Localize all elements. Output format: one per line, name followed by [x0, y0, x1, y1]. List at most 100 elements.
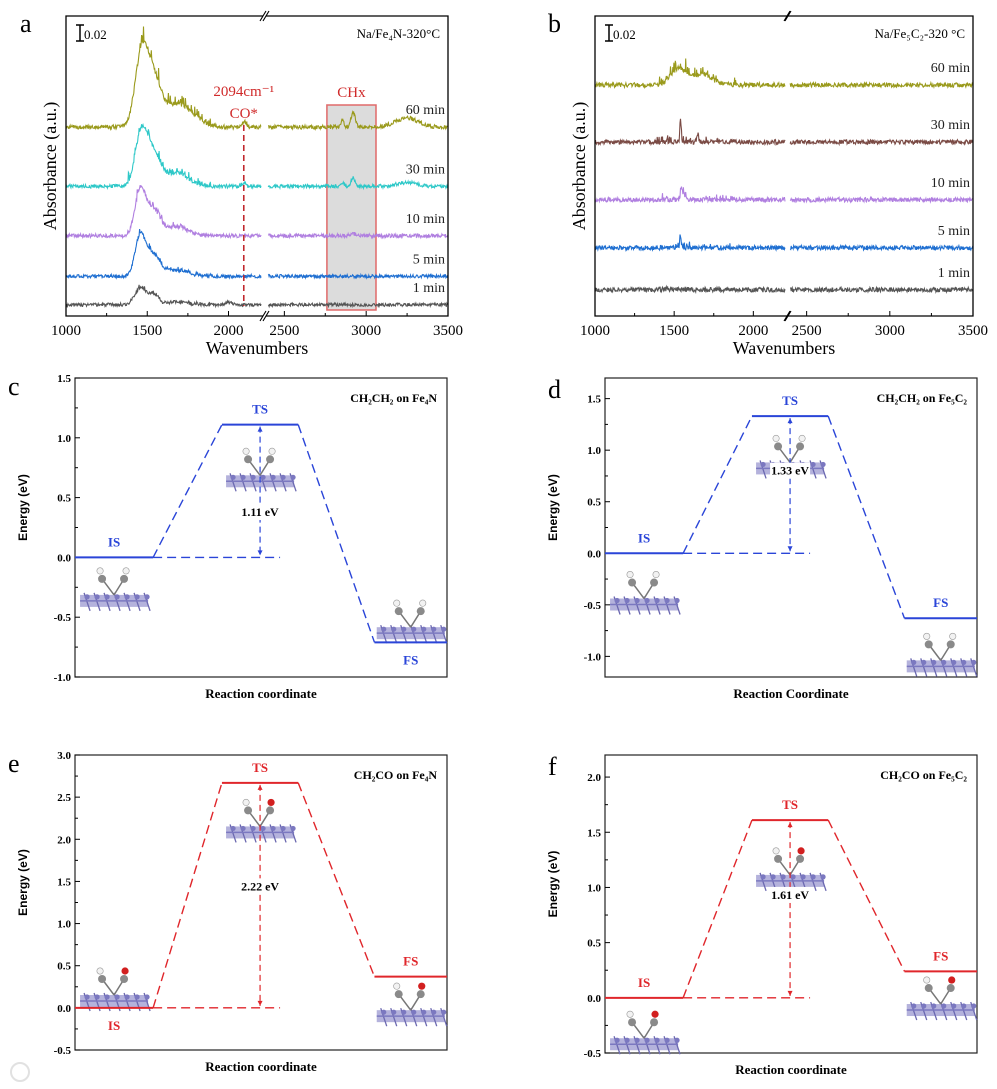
spectrum-line-10-min: [267, 231, 449, 240]
fe-atom: [961, 659, 967, 665]
x-tick-label: 2500: [792, 323, 822, 339]
series-label: 5 min: [938, 224, 970, 239]
fe-atom: [84, 994, 90, 1000]
carbon-atom: [244, 455, 253, 464]
fe-atom: [280, 825, 286, 832]
connector-dashed-line: [827, 415, 906, 619]
y-tick-label: -0.5: [54, 1045, 72, 1057]
molecule-structure-image: [906, 976, 978, 1021]
carbon-atom: [416, 990, 425, 999]
hydrogen-atom: [626, 1010, 634, 1018]
x-tick-label: 3500: [958, 323, 988, 339]
spectrum-line-30-min: [789, 138, 974, 147]
spectrum-line-10-min: [594, 186, 786, 204]
y-tick-label: 2.0: [57, 834, 71, 846]
level-label-TS: TS: [782, 797, 798, 812]
hydrogen-atom: [242, 447, 250, 455]
fe-atom: [94, 594, 100, 600]
x-axis-label: Wavenumbers: [206, 338, 309, 358]
hydrogen-atom: [949, 632, 957, 640]
fe-atom: [614, 1037, 620, 1043]
fe-atom: [624, 1037, 630, 1043]
fe-atom: [411, 1009, 417, 1015]
y-tick-label: 1.0: [57, 433, 71, 445]
carbon-atom: [628, 578, 637, 587]
fe-atom: [431, 1009, 437, 1015]
axis-break-mark: [259, 10, 270, 22]
fe-atom: [820, 874, 826, 880]
panel-a: a 1 min 5 min 10 min 30 min 60 min 2094cm⁻¹ CO*…: [20, 9, 463, 358]
hydrogen-atom: [923, 632, 931, 640]
chx-region-box: [326, 104, 377, 311]
fe-atom: [230, 474, 236, 480]
fe-atom: [664, 597, 670, 604]
y-tick-label: 0.0: [57, 552, 71, 564]
fe-atom: [951, 659, 957, 665]
carbon-atom: [98, 574, 107, 583]
connector-dashed-line: [682, 819, 753, 999]
chart-title: Na/Fe₅C₂-320 °C: [875, 26, 965, 41]
fe-atom: [441, 626, 447, 632]
watermark-logo: [10, 1062, 30, 1082]
chart-title: CH₂CH₂ on Fe₄N: [350, 391, 437, 405]
fe-atom: [84, 594, 90, 600]
series-label: 1 min: [413, 281, 445, 296]
fe-atom: [674, 1037, 680, 1043]
y-tick-label: 1.5: [57, 876, 71, 888]
x-tick-label: 1500: [659, 323, 689, 339]
panel-letter: f: [548, 752, 557, 781]
arrowhead: [787, 822, 793, 996]
hydrogen-atom: [96, 967, 104, 975]
fe-atom: [431, 626, 437, 632]
y-tick-label: 1.5: [57, 373, 71, 385]
y-tick-label: 2.5: [57, 792, 71, 804]
x-axis-label: Reaction coordinate: [205, 686, 317, 701]
y-tick-label: -0.5: [54, 612, 72, 624]
fe-atom: [780, 874, 786, 880]
barrier-label: 2.22 eV: [241, 879, 279, 893]
y-tick-label: 3.0: [57, 750, 71, 762]
fe-atom: [144, 594, 150, 600]
carbon-atom: [394, 990, 403, 999]
fe-atom: [951, 1003, 957, 1009]
y-tick-label: -0.5: [584, 600, 602, 612]
carbon-atom: [924, 984, 933, 993]
hydrogen-atom: [652, 571, 660, 579]
barrier-label: 1.11 eV: [241, 505, 279, 519]
x-axis-label: Reaction coordinate: [735, 1062, 847, 1077]
hydrogen-atom: [772, 434, 780, 442]
oxygen-atom: [651, 1010, 659, 1018]
fe-atom: [260, 474, 266, 480]
hydrogen-atom: [772, 847, 780, 855]
barrier-label-bg: [770, 462, 811, 479]
co-wavenumber-label: 2094cm⁻¹: [213, 84, 274, 100]
y-tick-label: 0.5: [587, 938, 601, 950]
x-axis-label: Wavenumbers: [733, 338, 836, 358]
y-tick-label: 0.0: [587, 548, 601, 560]
spectrum-trace: [594, 284, 974, 295]
connector-dashed-line: [827, 819, 906, 972]
panel-f: f 2.0 1.5 1.0 0.5 0.0 -0.5 Energy (eV) Reaction …: [546, 752, 978, 1077]
fe-atom: [124, 994, 130, 1000]
axis-break-mark: [783, 310, 792, 322]
barrier-label-bg: [240, 504, 281, 521]
fe-atom: [911, 1003, 917, 1009]
carbon-atom: [628, 1018, 637, 1027]
x-tick-label: 3500: [433, 323, 463, 339]
spectrum-line-1-min: [267, 301, 448, 309]
y-axis-label: Energy (eV): [16, 474, 30, 541]
y-axis-label: Energy (eV): [16, 849, 30, 916]
fe-atom: [94, 994, 100, 1000]
fe-atom: [124, 594, 130, 600]
carbon-atom: [98, 975, 107, 983]
fe-atom: [134, 994, 140, 1000]
oxygen-atom: [797, 847, 805, 855]
fe-atom: [790, 874, 796, 880]
hydrogen-atom: [122, 567, 130, 575]
molecule-structure-image: [226, 798, 297, 843]
y-tick-label: -0.5: [584, 1048, 602, 1060]
y-tick-label: 1.0: [587, 882, 601, 894]
y-axis-label: Energy (eV): [546, 851, 560, 918]
spectrum-line-1-min: [789, 285, 974, 295]
